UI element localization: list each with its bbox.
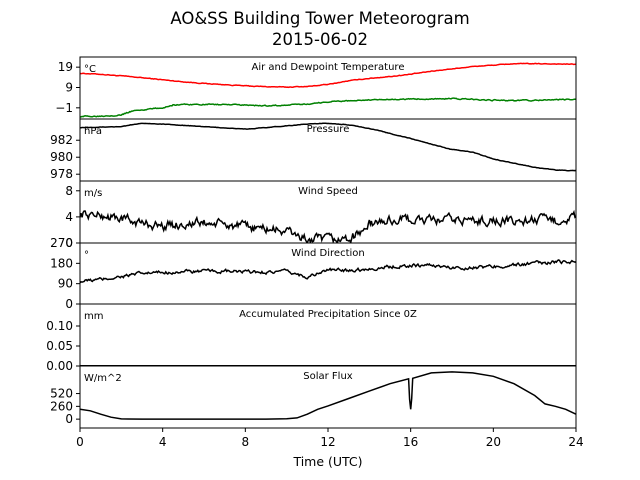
wind_direction-ytick-label: 270 [50,236,73,250]
precipitation-ytick-label: 0.00 [46,359,73,373]
temperature-series-line-1 [80,62,576,89]
solar_flux-panel-title: Solar Flux [303,371,353,382]
wind_direction-ytick-label: 180 [50,256,73,270]
wind_direction-unit-label: ° [84,250,89,261]
wind_speed-panel-title: Wind Speed [298,186,358,197]
temperature-panel-title: Air and Dewpoint Temperature [252,62,405,73]
temperature-unit-label: °C [84,64,96,75]
temperature-ytick-label: 19 [58,60,73,74]
wind_direction-panel-title: Wind Direction [291,248,365,259]
wind_speed-series-line [80,209,576,243]
pressure-ytick-label: 978 [50,167,73,181]
panel-precipitation: 0.00 0.05 0.10 mm Accumulated Precipitation … [46,303,577,373]
wind_speed-ytick-label: 0 [65,236,73,250]
panel-pressure: 978 980 982 hPa Pressure [50,118,577,182]
chart-panels: −1 9 19 °C Air and Dewpoint Temperature 978 98… [46,56,577,429]
panel-wind_speed: 0 4 8 m/s Wind Speed [65,180,577,250]
pressure-panel-title: Pressure [307,124,350,135]
precipitation-panel-title: Accumulated Precipitation Since 0Z [239,309,417,320]
x-tick-label: 12 [320,435,335,449]
solar_flux-ytick-label: 520 [50,387,73,401]
x-tick-label: 4 [159,435,167,449]
wind_speed-ytick-label: 8 [65,184,73,198]
panel-wind_direction: 0 90 180 270 ° Wind Direction [50,236,577,311]
wind_direction-ytick-label: 0 [65,297,73,311]
temperature-series-line-2 [80,97,576,118]
temperature-ytick-label: 9 [65,80,73,94]
pressure-series-line [80,122,576,172]
wind_direction-series-line [80,259,576,284]
x-axis: 0 4 8 12 16 20 24 [76,428,584,449]
solar_flux-ytick-label: 0 [65,412,73,426]
temperature-ytick-label: −1 [55,101,73,115]
x-tick-label: 0 [76,435,84,449]
x-tick-label: 16 [403,435,418,449]
wind_speed-ytick-label: 4 [65,210,73,224]
wind_direction-ytick-label: 90 [58,277,73,291]
x-axis-label: Time (UTC) [292,454,362,469]
x-tick-label: 8 [242,435,250,449]
solar_flux-series-line [80,371,576,420]
pressure-unit-label: hPa [84,126,102,137]
precipitation-unit-label: mm [84,311,103,322]
precipitation-ytick-label: 0.10 [46,319,73,333]
pressure-ytick-label: 982 [50,133,73,147]
chart-title-line2: 2015-06-02 [272,30,368,49]
pressure-ytick-label: 980 [50,150,73,164]
precipitation-ytick-label: 0.05 [46,339,73,353]
wind_speed-unit-label: m/s [84,188,102,199]
x-tick-label: 24 [568,435,583,449]
solar_flux-ytick-label: 260 [50,399,73,413]
x-tick-label: 20 [486,435,501,449]
solar_flux-unit-label: W/m^2 [84,373,122,384]
chart-title-line1: AO&SS Building Tower Meteorogram [170,9,469,28]
panel-temperature: −1 9 19 °C Air and Dewpoint Temperature [55,56,577,120]
